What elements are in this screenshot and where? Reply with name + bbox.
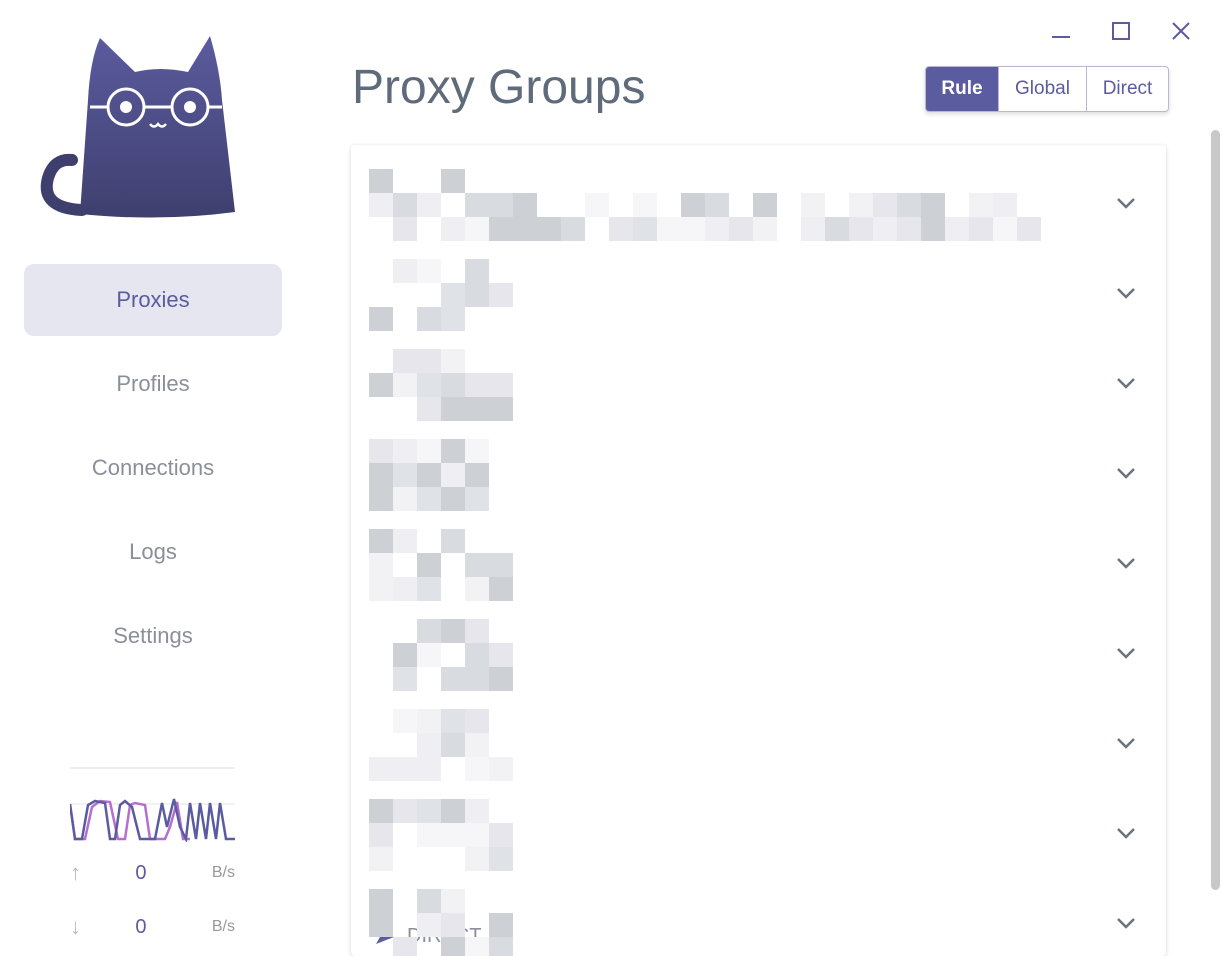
chevron-down-icon[interactable] — [1116, 197, 1136, 209]
upload-speed: ↑ 0 B/s — [70, 860, 235, 885]
sidebar: Proxies Profiles Connections Logs Settings ↑… — [0, 0, 305, 956]
proxy-groups-list: DIRECT — [351, 145, 1166, 956]
mode-global-button[interactable]: Global — [998, 67, 1086, 111]
page-title: Proxy Groups — [352, 61, 646, 114]
chevron-down-icon[interactable] — [1116, 377, 1136, 389]
sidebar-item-profiles[interactable]: Profiles — [116, 371, 190, 396]
proxy-group[interactable] — [351, 245, 1166, 335]
proxy-group[interactable] — [351, 515, 1166, 605]
proxy-group[interactable] — [351, 875, 1166, 956]
sidebar-item-logs[interactable]: Logs — [129, 539, 177, 564]
mode-rule-button[interactable]: Rule — [926, 67, 998, 111]
proxy-group[interactable] — [351, 605, 1166, 695]
close-button[interactable] — [1164, 14, 1198, 48]
proxy-group[interactable] — [351, 335, 1166, 425]
chevron-down-icon[interactable] — [1116, 917, 1136, 929]
chevron-down-icon[interactable] — [1116, 467, 1136, 479]
download-line — [70, 798, 235, 842]
mode-switch: Rule Global Direct — [925, 66, 1169, 112]
sidebar-item-settings[interactable]: Settings — [113, 623, 193, 648]
proxy-group[interactable] — [351, 425, 1166, 515]
minimize-icon — [1052, 36, 1070, 38]
mode-direct-button[interactable]: Direct — [1086, 67, 1168, 111]
scrollbar[interactable] — [1211, 130, 1220, 890]
maximize-button[interactable] — [1104, 14, 1138, 48]
arrow-down-icon: ↓ — [70, 914, 81, 939]
chevron-down-icon[interactable] — [1116, 557, 1136, 569]
proxy-group[interactable] — [351, 695, 1166, 785]
minimize-button[interactable] — [1044, 14, 1078, 48]
proxy-group[interactable] — [351, 785, 1166, 875]
chevron-down-icon[interactable] — [1116, 647, 1136, 659]
traffic-graph — [70, 767, 235, 842]
close-icon — [1172, 22, 1190, 40]
chevron-down-icon[interactable] — [1116, 287, 1136, 299]
arrow-up-icon: ↑ — [70, 860, 81, 885]
cat-logo — [40, 36, 235, 218]
maximize-icon — [1112, 22, 1130, 40]
chevron-down-icon[interactable] — [1116, 737, 1136, 749]
proxy-group[interactable] — [351, 155, 1166, 245]
sidebar-item-proxies[interactable]: Proxies — [24, 264, 282, 336]
chevron-down-icon[interactable] — [1116, 827, 1136, 839]
download-speed: ↓ 0 B/s — [70, 914, 235, 939]
sidebar-item-connections[interactable]: Connections — [91, 455, 215, 480]
